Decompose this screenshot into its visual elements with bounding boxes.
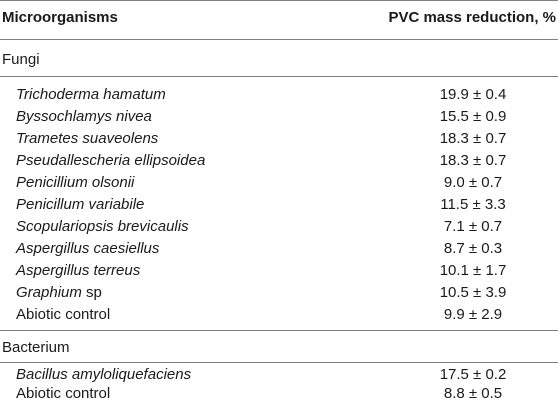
mass-reduction-value: 10.5 ± 3.9 bbox=[439, 284, 507, 301]
rule-top bbox=[0, 0, 558, 1]
organism-name: Aspergillus caesiellus bbox=[16, 240, 160, 257]
organism-name: Abiotic control bbox=[16, 306, 111, 323]
table-row: Aspergillus caesiellus 8.7 ± 0.3 bbox=[0, 240, 558, 262]
rule-bacterium bbox=[0, 362, 558, 363]
header-microorganisms: Microorganisms bbox=[2, 9, 118, 26]
organism-name: Aspergillus terreus bbox=[16, 262, 141, 279]
mass-reduction-value: 10.1 ± 1.7 bbox=[439, 262, 507, 279]
mass-reduction-value: 9.0 ± 0.7 bbox=[443, 174, 503, 191]
organism-name: Penicillium olsonii bbox=[16, 174, 135, 191]
organism-genus: Graphium bbox=[16, 284, 82, 301]
table-row: Bacillus amyloliquefaciens 17.5 ± 0.2 bbox=[0, 366, 558, 388]
organism-name: Penicillum variabile bbox=[16, 196, 145, 213]
mass-reduction-value: 15.5 ± 0.9 bbox=[439, 108, 507, 125]
mass-reduction-value: 18.3 ± 0.7 bbox=[439, 130, 507, 147]
header-pvc-mass-reduction: PVC mass reduction, % bbox=[388, 9, 556, 26]
mass-reduction-value: 17.5 ± 0.2 bbox=[439, 366, 507, 383]
mass-reduction-value: 8.7 ± 0.3 bbox=[443, 240, 503, 257]
rule-fungi-end bbox=[0, 330, 558, 331]
organism-name: Trametes suaveolens bbox=[16, 130, 159, 147]
table-row: Abiotic control 8.8 ± 0.5 bbox=[0, 385, 558, 407]
table-row: Penicillium olsonii 9.0 ± 0.7 bbox=[0, 174, 558, 196]
table-row: Trametes suaveolens 18.3 ± 0.7 bbox=[0, 130, 558, 152]
organism-name: Byssochlamys nivea bbox=[16, 108, 152, 125]
table-row: Abiotic control 9.9 ± 2.9 bbox=[0, 306, 558, 328]
mass-reduction-value: 8.8 ± 0.5 bbox=[443, 385, 503, 402]
table-row: Trichoderma hamatum 19.9 ± 0.4 bbox=[0, 86, 558, 108]
organism-name: Scopulariopsis brevicaulis bbox=[16, 218, 189, 235]
table-row: Scopulariopsis brevicaulis 7.1 ± 0.7 bbox=[0, 218, 558, 240]
section-label-fungi: Fungi bbox=[2, 51, 40, 68]
mass-reduction-value: 9.9 ± 2.9 bbox=[443, 306, 503, 323]
table-row: Pseudallescheria ellipsoidea 18.3 ± 0.7 bbox=[0, 152, 558, 174]
table-row: Byssochlamys nivea 15.5 ± 0.9 bbox=[0, 108, 558, 130]
section-label-bacterium: Bacterium bbox=[2, 339, 70, 356]
mass-reduction-value: 7.1 ± 0.7 bbox=[443, 218, 503, 235]
table-row: Aspergillus terreus 10.1 ± 1.7 bbox=[0, 262, 558, 284]
organism-name: Pseudallescheria ellipsoidea bbox=[16, 152, 206, 169]
mass-reduction-value: 18.3 ± 0.7 bbox=[439, 152, 507, 169]
mass-reduction-value: 11.5 ± 3.3 bbox=[440, 196, 506, 213]
table-header: Microorganisms PVC mass reduction, % bbox=[0, 0, 558, 40]
organism-species-abbrev: sp bbox=[81, 284, 102, 301]
organism-name: Trichoderma hamatum bbox=[16, 86, 166, 103]
mass-reduction-value: 19.9 ± 0.4 bbox=[439, 86, 507, 103]
rule-header bbox=[0, 39, 558, 40]
organism-name: Bacillus amyloliquefaciens bbox=[16, 366, 192, 383]
rule-fungi bbox=[0, 76, 558, 77]
organism-name: Abiotic control bbox=[16, 385, 111, 402]
table-row: Penicillum variabile 11.5 ± 3.3 bbox=[0, 196, 558, 218]
organism-name: Graphium sp bbox=[16, 284, 102, 301]
table-row: Graphium sp 10.5 ± 3.9 bbox=[0, 284, 558, 306]
